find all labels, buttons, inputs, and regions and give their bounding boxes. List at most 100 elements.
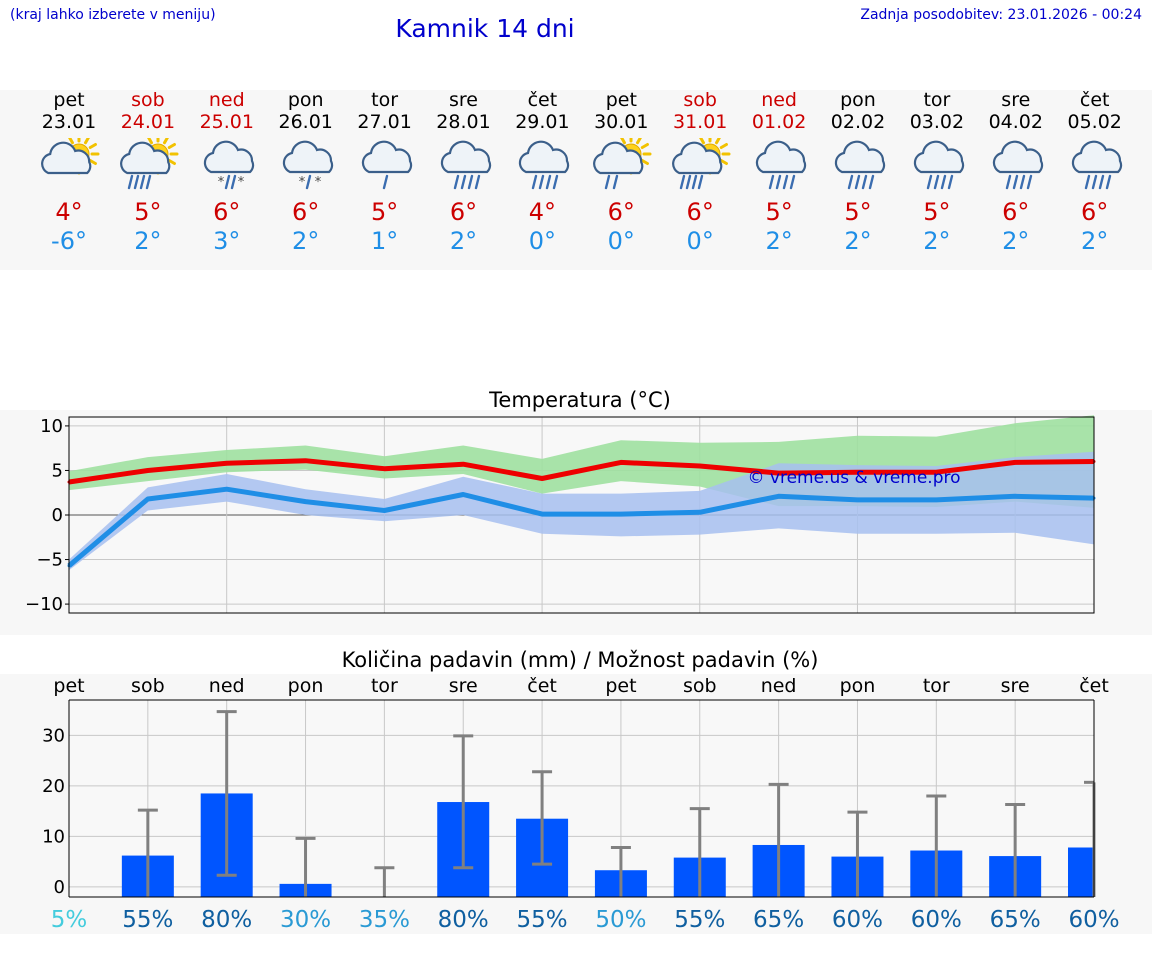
rain-icon (988, 138, 1048, 196)
precipitation-chart: 0 10 20 30 pet sob ned pon tor sre čet pet sob ned pon… (42, 675, 1119, 933)
day-max-temp: 6° (686, 198, 714, 226)
day-name: sre (1001, 89, 1031, 111)
rain-icon (1067, 138, 1127, 196)
temperature-point-min (698, 510, 702, 514)
temperature-point-max (304, 459, 308, 463)
day-name: čet (1079, 89, 1110, 111)
temperature-chart: −10 −5 0 5 10 © vreme.us & vreme.pro (25, 415, 1096, 615)
temperature-ytick-label: −10 (25, 594, 63, 615)
precipitation-xtick-label: sob (131, 675, 165, 697)
temperature-point-min (382, 509, 386, 513)
day-max-temp: 6° (1081, 198, 1109, 226)
rain-icon (751, 138, 811, 196)
precipitation-xtick-label: tor (371, 675, 398, 697)
day-min-temp: 1° (370, 227, 399, 255)
temperature-point-max (540, 476, 544, 480)
precipitation-probability: 65% (990, 907, 1041, 933)
sun-rain-icon (672, 133, 732, 196)
day-min-temp: 0° (607, 227, 635, 255)
day-date: 26.01 (278, 111, 333, 133)
temperature-point-min (461, 493, 465, 497)
day-max-temp: 5° (844, 198, 872, 226)
precipitation-ytick-label: 10 (42, 826, 65, 847)
temperature-point-max (777, 471, 781, 475)
light-rain-icon (357, 138, 417, 196)
precipitation-chart-title: Količina padavin (mm) / Možnost padavin … (341, 648, 819, 672)
day-name: ned (208, 89, 245, 111)
day-max-temp: 4° (55, 198, 83, 226)
day-min-temp: 2° (923, 227, 951, 255)
temperature-ytick-label: 5 (52, 460, 63, 481)
svg-text:*: * (298, 175, 305, 190)
day-name: sob (131, 89, 165, 111)
temperature-ytick-label: −5 (36, 550, 63, 571)
day-name: pon (840, 89, 876, 111)
svg-text:*: * (238, 175, 245, 190)
menu-note: (kraj lahko izberete v meniju) (10, 7, 216, 23)
day-name: tor (923, 89, 951, 111)
temperature-point-min (934, 498, 938, 502)
day-name: ned (761, 89, 797, 111)
day-min-temp: 0° (528, 227, 557, 255)
day-date: 23.01 (41, 111, 97, 133)
day-max-temp: 5° (370, 198, 399, 226)
temperature-ytick-label: 10 (40, 416, 63, 437)
sun-light-rain-icon (593, 133, 653, 196)
precipitation-xtick-label: pet (605, 675, 636, 697)
day-min-temp: 2° (134, 227, 162, 255)
day-name: pet (53, 89, 85, 111)
precipitation-xtick-label: ned (761, 675, 797, 697)
day-max-temp: 5° (134, 198, 162, 226)
day-max-temp: 5° (765, 198, 793, 226)
day-max-temp: 6° (1002, 198, 1030, 226)
precipitation-probability: 55% (674, 907, 725, 933)
day-min-temp: 2° (1002, 227, 1030, 255)
precipitation-xtick-label: pet (53, 675, 84, 697)
day-max-temp: 4° (528, 198, 557, 226)
day-date: 02.02 (830, 111, 886, 133)
day-date: 01.02 (751, 111, 807, 133)
temperature-point-max (855, 470, 859, 474)
day-min-temp: -6° (51, 227, 87, 255)
day-max-temp: 5° (923, 198, 951, 226)
precipitation-probability: 50% (595, 907, 646, 933)
day-date: 29.01 (515, 111, 570, 133)
temperature-point-min (1013, 494, 1017, 498)
temperature-point-min (146, 497, 150, 501)
day-date: 30.01 (594, 111, 649, 133)
temperature-chart-title: Temperatura (°C) (489, 388, 671, 412)
day-date: 31.01 (672, 111, 728, 133)
day-max-temp: 6° (292, 198, 320, 226)
day-name: tor (371, 89, 399, 111)
precipitation-probability: 55% (122, 907, 173, 933)
precipitation-xtick-label: čet (527, 675, 557, 697)
precipitation-xtick-label: čet (1079, 675, 1109, 697)
day-date: 27.01 (357, 111, 412, 133)
temperature-line-min (67, 486, 1095, 568)
day-name: sob (683, 89, 717, 111)
day-min-temp: 3° (213, 227, 241, 255)
rain-icon (514, 138, 574, 196)
precipitation-xtick-label: ned (209, 675, 245, 697)
page-title: Kamnik 14 dni (395, 14, 575, 43)
forecast-band (0, 90, 1152, 270)
precipitation-probability: 60% (1068, 907, 1119, 933)
temperature-point-min (304, 500, 308, 504)
snow-cloud-icon: * * (278, 138, 338, 196)
day-min-temp: 2° (292, 227, 320, 255)
precipitation-xtick-label: pon (288, 675, 324, 697)
day-min-temp: 0° (686, 227, 714, 255)
precipitation-probability: 60% (832, 907, 883, 933)
precipitation-probability: 80% (438, 907, 489, 933)
precipitation-bar (1068, 847, 1094, 897)
watermark: © vreme.us & vreme.pro (747, 468, 960, 488)
rain-icon (909, 138, 969, 196)
day-name: čet (527, 89, 558, 111)
svg-text:*: * (314, 175, 321, 190)
day-min-temp: 2° (765, 227, 793, 255)
precipitation-probability: 65% (753, 907, 804, 933)
precipitation-xtick-label: pon (840, 675, 876, 697)
day-date: 04.02 (988, 111, 1043, 133)
temperature-band-min (69, 451, 1094, 571)
precipitation-ytick-label: 0 (54, 877, 65, 898)
